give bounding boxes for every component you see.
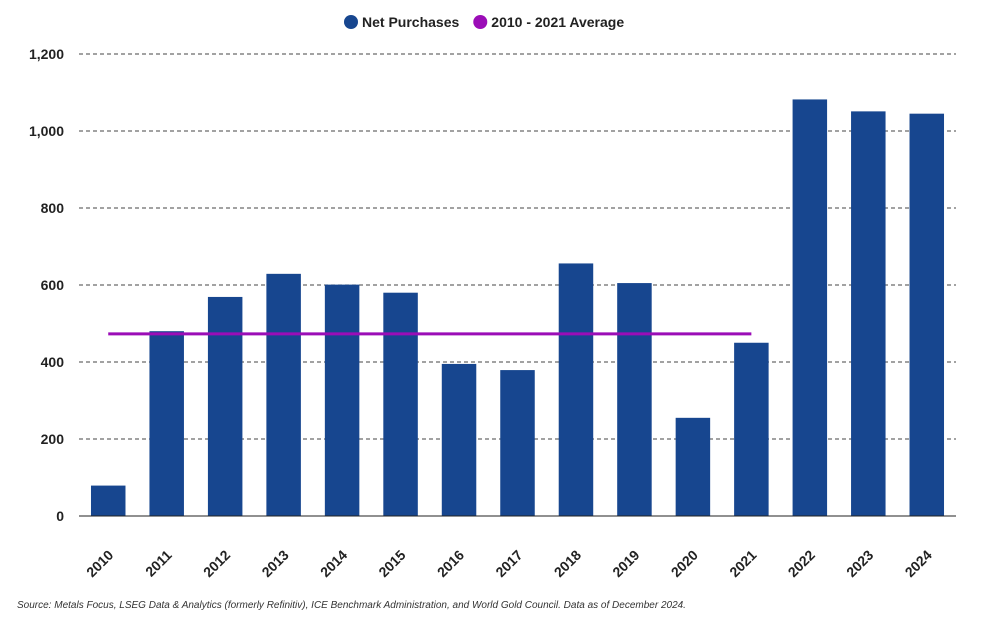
bar-2020	[675, 417, 711, 516]
legend-label: Net Purchases	[362, 14, 459, 30]
x-tick-label: 2014	[317, 547, 350, 580]
x-tick-label: 2012	[200, 547, 233, 580]
x-tick-label: 2018	[551, 547, 584, 580]
x-tick-label: 2017	[492, 547, 525, 580]
source-note: Source: Metals Focus, LSEG Data & Analyt…	[17, 600, 686, 611]
bar-2021	[734, 342, 769, 516]
y-tick-label: 600	[41, 277, 65, 293]
bar-2011	[149, 331, 184, 516]
x-tick-label: 2022	[785, 547, 818, 580]
y-tick-label: 200	[41, 431, 65, 447]
x-tick-label: 2010	[83, 547, 116, 580]
bar-chart: Net Purchases 2010 - 2021 Average 0 200 400…	[29, 14, 956, 580]
bar-2022	[792, 99, 828, 517]
y-tick-label: 0	[56, 508, 64, 524]
x-tick-label: 2019	[609, 547, 642, 580]
y-tick-label: 400	[41, 354, 65, 370]
legend-marker	[473, 15, 488, 29]
x-tick-label: 2011	[142, 547, 175, 580]
x-axis: 2010 2011 2012 2013 2014 2015 2016 2017 2018 2019…	[79, 515, 956, 580]
bar-2010	[90, 485, 126, 516]
bar-2024	[909, 113, 945, 517]
y-tick-label: 1,000	[29, 123, 64, 139]
y-tick-label: 1,200	[29, 46, 64, 62]
y-axis: 0 200 400 600 800 1,000 1,200	[29, 46, 64, 524]
bar-2014	[324, 284, 360, 516]
x-tick-label: 2016	[434, 547, 467, 580]
x-tick-label: 2013	[258, 547, 291, 580]
bar-2023	[851, 111, 886, 517]
y-tick-label: 800	[41, 200, 65, 216]
bar-2015	[383, 292, 418, 516]
bars	[90, 99, 945, 517]
bar-2012	[207, 296, 243, 516]
legend: Net Purchases 2010 - 2021 Average	[344, 14, 624, 30]
bar-2018	[558, 263, 594, 516]
x-tick-label: 2015	[375, 547, 408, 580]
x-tick-label: 2024	[902, 547, 935, 580]
legend-label: 2010 - 2021 Average	[491, 14, 624, 30]
x-tick-label: 2021	[726, 547, 759, 580]
legend-marker	[344, 15, 358, 29]
x-tick-label: 2020	[668, 547, 701, 580]
bar-2019	[617, 283, 652, 516]
bar-2017	[500, 370, 535, 516]
bar-2016	[441, 363, 477, 516]
x-tick-label: 2023	[843, 547, 876, 580]
bar-2013	[266, 273, 301, 516]
